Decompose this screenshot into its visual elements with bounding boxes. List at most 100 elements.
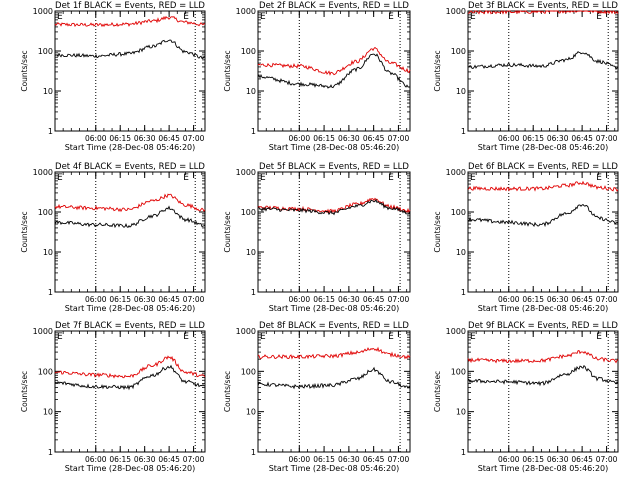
x-tick-label: 06:45 bbox=[363, 295, 385, 304]
series-line-lld bbox=[54, 355, 206, 379]
y-axis-label: Counts/sec bbox=[20, 50, 29, 91]
panel-title: Det 4f BLACK = Events, RED = LLD bbox=[55, 162, 205, 172]
x-axis-label: Start Time (28-Dec-08 05:46:20) bbox=[65, 143, 196, 152]
series-line-events bbox=[54, 39, 206, 59]
panel-2: Det 2f BLACK = Events, RED = LLD 1 10 100 10… bbox=[223, 1, 411, 152]
x-tick-label: 06:15 bbox=[109, 134, 131, 143]
x-tick-label: 06:15 bbox=[313, 134, 335, 143]
x-tick-label: 06:30 bbox=[338, 134, 360, 143]
y-tick-label: 1000 bbox=[236, 168, 256, 177]
panel-7: Det 7f BLACK = Events, RED = LLD 1 10 100 10… bbox=[20, 321, 206, 473]
edge-marker: E bbox=[183, 173, 189, 183]
edge-marker: E bbox=[388, 332, 394, 342]
y-tick-label: 100 bbox=[38, 367, 53, 376]
x-tick-label: 06:30 bbox=[338, 295, 360, 304]
x-tick-label: 06:15 bbox=[109, 455, 131, 464]
y-tick-label: 1000 bbox=[446, 327, 466, 336]
edge-marker: E bbox=[388, 12, 394, 22]
x-tick-label: 07:00 bbox=[388, 134, 410, 143]
x-tick-label: 07:00 bbox=[388, 455, 410, 464]
panel-title: Det 6f BLACK = Events, RED = LLD bbox=[468, 162, 618, 172]
x-tick-label: 06:15 bbox=[522, 455, 544, 464]
x-tick-label: 06:00 bbox=[288, 134, 310, 143]
series-line-lld bbox=[257, 46, 411, 76]
x-tick-label: 06:45 bbox=[571, 295, 593, 304]
panel-1: Det 1f BLACK = Events, RED = LLD 1 10 100 10… bbox=[20, 1, 206, 152]
x-axis-label: Start Time (28-Dec-08 05:46:20) bbox=[478, 143, 609, 152]
y-tick-label: 1 bbox=[251, 448, 256, 457]
x-tick-label: 06:30 bbox=[547, 455, 569, 464]
x-tick-label: 06:00 bbox=[498, 134, 520, 143]
x-tick-label: 06:45 bbox=[363, 134, 385, 143]
x-tick-label: 07:00 bbox=[388, 295, 410, 304]
y-tick-label: 1000 bbox=[236, 7, 256, 16]
x-tick-label: 06:15 bbox=[313, 295, 335, 304]
y-axis-label: Counts/sec bbox=[223, 371, 232, 412]
y-tick-label: 10 bbox=[43, 87, 53, 96]
x-tick-label: 06:00 bbox=[498, 455, 520, 464]
plot-frame bbox=[257, 330, 411, 453]
x-tick-label: 06:00 bbox=[85, 134, 107, 143]
series-line-lld bbox=[467, 9, 619, 15]
x-tick-label: 06:00 bbox=[85, 455, 107, 464]
y-tick-label: 1 bbox=[48, 288, 53, 297]
panel-title: Det 7f BLACK = Events, RED = LLD bbox=[55, 321, 205, 331]
x-tick-label: 06:00 bbox=[288, 295, 310, 304]
edge-marker: E bbox=[183, 12, 189, 22]
series-line-events bbox=[257, 198, 411, 216]
y-tick-label: 1000 bbox=[33, 327, 53, 336]
panel-4: Det 4f BLACK = Events, RED = LLD 1 10 100 10… bbox=[20, 162, 206, 313]
y-axis-label: Counts/sec bbox=[20, 211, 29, 252]
x-tick-label: 06:15 bbox=[522, 295, 544, 304]
y-tick-label: 10 bbox=[456, 87, 466, 96]
y-tick-label: 100 bbox=[241, 47, 256, 56]
panel-5: Det 5f BLACK = Events, RED = LLD 1 10 100 10… bbox=[223, 162, 411, 313]
x-axis-label: Start Time (28-Dec-08 05:46:20) bbox=[269, 143, 400, 152]
edge-marker: E bbox=[470, 332, 476, 342]
y-tick-label: 100 bbox=[451, 367, 466, 376]
y-tick-label: 100 bbox=[38, 47, 53, 56]
y-tick-label: 1000 bbox=[236, 327, 256, 336]
y-tick-label: 10 bbox=[43, 248, 53, 257]
x-tick-label: 06:15 bbox=[109, 295, 131, 304]
y-tick-label: 100 bbox=[241, 367, 256, 376]
edge-marker: E bbox=[470, 12, 476, 22]
y-tick-label: 1 bbox=[48, 127, 53, 136]
y-tick-label: 100 bbox=[451, 47, 466, 56]
panel-6: Det 6f BLACK = Events, RED = LLD 1 10 100 10… bbox=[433, 162, 619, 313]
panel-title: Det 5f BLACK = Events, RED = LLD bbox=[259, 162, 409, 172]
panel-8: Det 8f BLACK = Events, RED = LLD 1 10 100 10… bbox=[223, 321, 411, 473]
y-axis-label: Counts/sec bbox=[433, 371, 442, 412]
x-tick-label: 06:30 bbox=[338, 455, 360, 464]
x-tick-label: 07:00 bbox=[596, 295, 618, 304]
y-tick-label: 1 bbox=[251, 127, 256, 136]
series-line-events bbox=[467, 204, 619, 228]
y-tick-label: 10 bbox=[43, 408, 53, 417]
x-tick-label: 06:30 bbox=[547, 295, 569, 304]
plot-frame bbox=[257, 171, 411, 293]
x-tick-label: 06:30 bbox=[134, 295, 156, 304]
x-tick-label: 06:15 bbox=[313, 455, 335, 464]
x-tick-label: 07:00 bbox=[183, 455, 205, 464]
y-tick-label: 10 bbox=[246, 408, 256, 417]
y-tick-label: 100 bbox=[38, 208, 53, 217]
y-axis-label: Counts/sec bbox=[20, 371, 29, 412]
edge-marker: E bbox=[596, 173, 602, 183]
x-tick-label: 06:00 bbox=[498, 295, 520, 304]
panel-title: Det 1f BLACK = Events, RED = LLD bbox=[55, 1, 205, 11]
series-line-lld bbox=[257, 346, 411, 360]
series-line-events bbox=[54, 364, 206, 391]
x-tick-label: 06:45 bbox=[158, 134, 180, 143]
panel-title: Det 8f BLACK = Events, RED = LLD bbox=[259, 321, 409, 331]
y-tick-label: 1000 bbox=[33, 7, 53, 16]
y-tick-label: 1000 bbox=[446, 7, 466, 16]
edge-marker: E bbox=[388, 173, 394, 183]
edge-marker: E bbox=[470, 173, 476, 183]
x-tick-label: 07:00 bbox=[183, 134, 205, 143]
panel-title: Det 9f BLACK = Events, RED = LLD bbox=[468, 321, 618, 331]
x-tick-label: 06:45 bbox=[158, 455, 180, 464]
x-tick-label: 06:30 bbox=[547, 134, 569, 143]
plot-frame bbox=[54, 171, 206, 293]
series-line-events bbox=[257, 366, 411, 390]
